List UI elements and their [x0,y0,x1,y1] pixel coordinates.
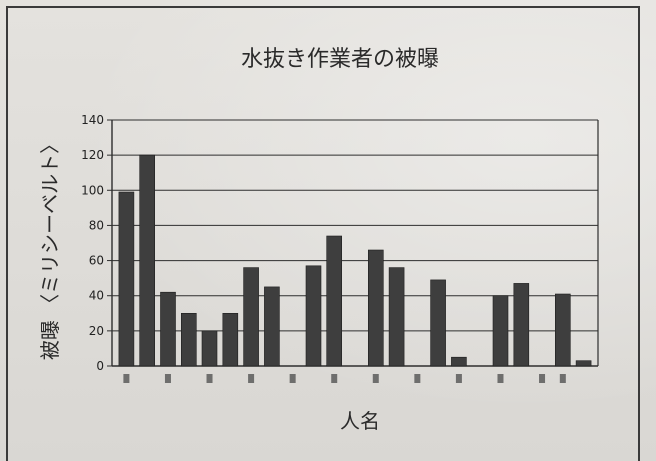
bar [554,293,571,367]
x-tick-name-mark [164,374,171,383]
bar [201,330,218,367]
bars [118,154,592,367]
chart-title: 水抜き作業者の被曝 [241,47,439,72]
y-tick-label: 100 [81,183,104,197]
x-tick-name-mark [455,374,462,383]
x-tick-name-mark [123,374,130,383]
y-tick-label: 0 [96,359,104,373]
y-tick-label: 80 [89,218,104,232]
bar [492,295,509,367]
bar [118,191,135,367]
y-tick-label: 140 [81,113,104,127]
x-tick-name-mark [372,374,379,383]
y-tick-label: 40 [89,289,104,303]
x-tick-name-mark [559,374,566,383]
bar [451,356,467,367]
y-axis-ticks: 0 20 40 60 80 100 120 140 [81,113,112,373]
bar [181,312,197,367]
bar [575,360,592,367]
bar [367,249,384,367]
y-tick-label: 120 [81,148,104,162]
bar [139,154,155,367]
x-tick-name-mark [497,374,504,383]
x-tick-name-mark [248,374,255,383]
x-tick-name-mark [289,374,296,383]
bar [264,286,280,367]
x-tick-name-mark [539,374,546,383]
y-tick-label: 60 [89,254,104,268]
bar [222,312,239,367]
bar [326,235,343,367]
x-tick-name-mark [414,374,421,383]
x-axis-name-marks [123,374,566,383]
bar [513,283,530,367]
bar [430,279,446,367]
x-tick-name-mark [206,374,213,383]
y-axis-label: 被曝 〈ミリシーベルト〉 [38,134,62,360]
bar [160,291,176,367]
chart-frame [6,6,640,461]
bar [388,267,405,367]
x-axis-label: 人名 [340,409,380,433]
x-tick-name-mark [331,374,338,383]
bar [243,267,259,367]
y-tick-label: 20 [89,324,104,338]
bar [305,265,322,367]
